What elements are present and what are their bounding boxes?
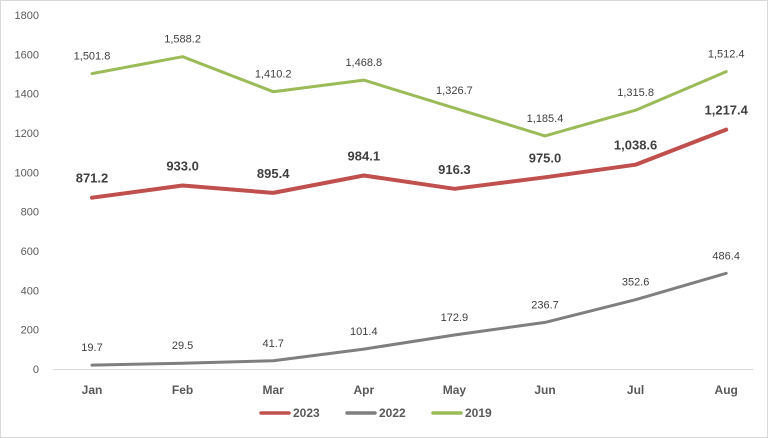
data-label-2019: 1,185.4 bbox=[527, 113, 564, 125]
data-label-2019: 1,501.8 bbox=[74, 51, 111, 63]
x-tick-label: Jan bbox=[82, 383, 103, 397]
data-label-2019: 1,588.2 bbox=[164, 34, 201, 46]
data-label-2022: 19.7 bbox=[81, 342, 102, 354]
y-tick-label: 600 bbox=[21, 246, 39, 258]
x-tick-label: Apr bbox=[353, 383, 374, 397]
x-tick-label: Feb bbox=[172, 383, 193, 397]
legend-label-2022: 2022 bbox=[379, 406, 406, 420]
y-tick-label: 800 bbox=[21, 207, 39, 219]
data-label-2022: 41.7 bbox=[262, 338, 283, 350]
x-tick-label: Mar bbox=[263, 383, 285, 397]
data-label-2019: 1,468.8 bbox=[345, 57, 382, 69]
x-tick-label: Jul bbox=[627, 383, 644, 397]
data-label-2022: 29.5 bbox=[172, 340, 193, 352]
x-tick-label: Jun bbox=[534, 383, 555, 397]
series-line-2023 bbox=[90, 127, 729, 200]
y-tick-label: 400 bbox=[21, 285, 39, 297]
data-label-2022: 172.9 bbox=[441, 312, 469, 324]
data-label-2019: 1,326.7 bbox=[436, 85, 473, 97]
legend-label-2019: 2019 bbox=[465, 406, 492, 420]
data-label-2023: 871.2 bbox=[76, 171, 109, 186]
data-label-2023: 975.0 bbox=[529, 150, 562, 165]
y-tick-label: 1000 bbox=[15, 167, 39, 179]
y-tick-label: 1400 bbox=[15, 89, 39, 101]
data-label-2023: 916.3 bbox=[438, 162, 471, 177]
data-label-2023: 1,038.6 bbox=[614, 138, 657, 153]
x-tick-label: May bbox=[443, 383, 467, 397]
y-tick-label: 1200 bbox=[15, 128, 39, 140]
series-line-2019 bbox=[90, 55, 728, 138]
data-label-2019: 1,512.4 bbox=[708, 49, 745, 61]
data-label-2019: 1,410.2 bbox=[255, 69, 292, 81]
data-label-2023: 1,217.4 bbox=[705, 103, 749, 118]
data-label-2023: 933.0 bbox=[166, 159, 199, 174]
data-label-2019: 1,315.8 bbox=[617, 87, 654, 99]
data-label-2022: 236.7 bbox=[531, 299, 559, 311]
y-tick-label: 1800 bbox=[15, 10, 39, 22]
series-line-2022 bbox=[90, 271, 728, 367]
data-label-2023: 984.1 bbox=[348, 148, 381, 163]
y-tick-label: 0 bbox=[33, 364, 39, 376]
y-tick-label: 200 bbox=[21, 325, 39, 337]
data-label-2022: 352.6 bbox=[622, 277, 650, 289]
x-tick-label: Aug bbox=[715, 383, 738, 397]
data-label-2023: 895.4 bbox=[257, 166, 290, 181]
data-label-2022: 486.4 bbox=[712, 250, 740, 262]
data-label-2022: 101.4 bbox=[350, 326, 378, 338]
legend-label-2023: 2023 bbox=[293, 406, 320, 420]
y-tick-label: 1600 bbox=[15, 49, 39, 61]
